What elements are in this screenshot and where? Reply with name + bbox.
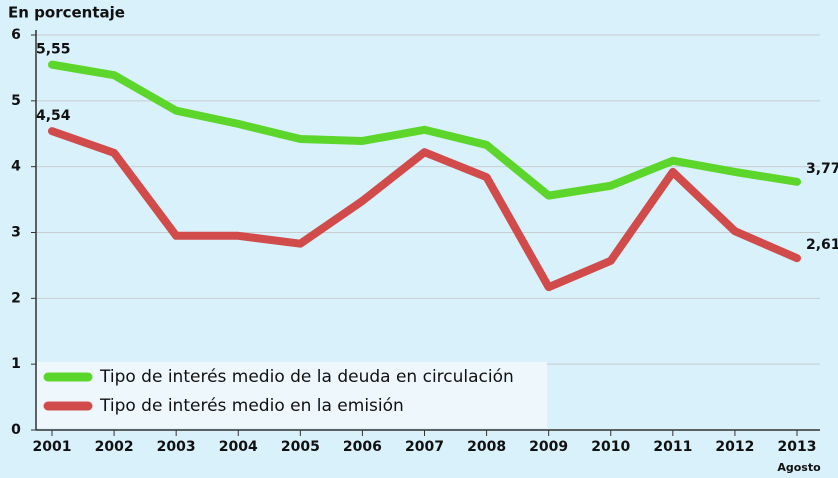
legend-box — [37, 362, 547, 428]
series-line — [48, 60, 801, 200]
data-label: 2,61 — [806, 237, 838, 253]
y-tick-label: 1 — [11, 356, 21, 372]
legend-label: Tipo de interés medio en la emisión — [99, 396, 404, 416]
y-tick-label: 6 — [11, 27, 21, 43]
annotation: Agosto — [777, 461, 821, 474]
x-tick-label: 2013 — [778, 439, 817, 455]
x-tick-label: 2001 — [33, 439, 72, 455]
data-label: 5,55 — [36, 42, 71, 58]
x-tick-label: 2005 — [281, 439, 320, 455]
x-tick-label: 2007 — [405, 439, 444, 455]
series-line — [48, 127, 801, 292]
x-tick-label: 2010 — [591, 439, 630, 455]
x-tick-label: 2002 — [95, 439, 134, 455]
y-tick-label: 4 — [11, 159, 21, 175]
x-tick-label: 2006 — [343, 439, 382, 455]
y-tick-label: 3 — [11, 225, 21, 241]
x-tick-label: 2012 — [715, 439, 754, 455]
x-tick-label: 2008 — [467, 439, 506, 455]
data-label: 3,77 — [806, 161, 838, 177]
chart-title: En porcentaje — [8, 4, 125, 22]
x-tick-label: 2011 — [653, 439, 692, 455]
x-tick-label: 2009 — [529, 439, 568, 455]
x-tick-label: 2004 — [219, 439, 258, 455]
x-tick-label: 2003 — [157, 439, 196, 455]
y-tick-label: 0 — [11, 422, 21, 438]
y-tick-label: 2 — [11, 290, 21, 306]
y-tick-label: 5 — [11, 93, 21, 109]
legend-label: Tipo de interés medio de la deuda en cir… — [99, 367, 514, 387]
data-label: 4,54 — [36, 108, 71, 124]
